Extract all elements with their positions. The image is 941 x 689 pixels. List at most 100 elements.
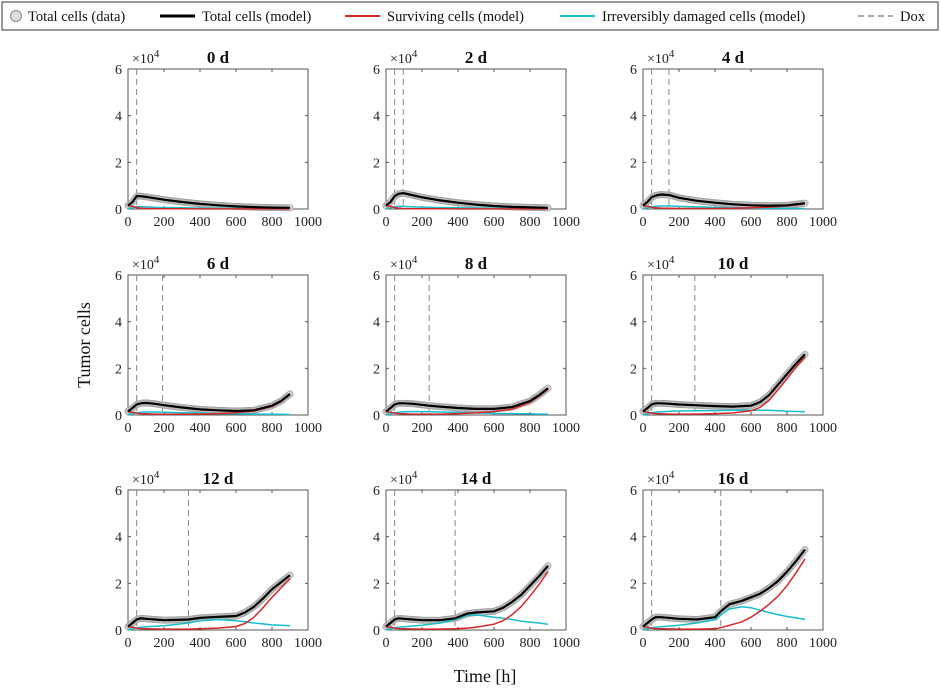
x-tick-label: 0: [383, 421, 390, 436]
y-tick-label: 0: [630, 624, 637, 639]
panel-frame: [385, 489, 567, 631]
y-tick-label: 0: [373, 203, 380, 218]
x-tick-label: 800: [262, 421, 283, 436]
x-tick-label: 1000: [552, 636, 580, 651]
x-tick-label: 800: [262, 636, 283, 651]
x-tick-label: 800: [520, 636, 541, 651]
damaged-line: [642, 605, 806, 631]
x-tick-label: 1000: [809, 636, 837, 651]
legend-label-total: Total cells (model): [202, 9, 311, 25]
y-tick-label: 4: [373, 531, 380, 546]
surviving-line: [127, 578, 291, 630]
y-scale-label: ×104: [647, 469, 675, 488]
legend: Total cells (data) Total cells (model) S…: [1, 1, 939, 31]
panel-2: 0 200 400 600 800 1000 0 2 4 6 ×104 4 d: [630, 48, 837, 230]
x-tick-label: 800: [520, 421, 541, 436]
x-tick-label: 400: [190, 636, 211, 651]
x-tick-label: 0: [125, 215, 132, 230]
panel-title: 12 d: [203, 469, 234, 488]
x-tick-label: 200: [669, 636, 690, 651]
y-tick-label: 4: [630, 531, 637, 546]
x-tick-label: 1000: [809, 421, 837, 436]
panel-frame: [127, 68, 309, 210]
y-tick-label: 0: [115, 203, 122, 218]
total-line: [127, 195, 291, 209]
y-tick-label: 2: [373, 577, 380, 592]
x-tick-label: 800: [777, 215, 798, 230]
x-tick-label: 200: [412, 636, 433, 651]
x-tick-label: 0: [125, 636, 132, 651]
total-line: [385, 387, 549, 413]
x-tick-label: 400: [448, 636, 469, 651]
panel-frame: [127, 274, 309, 416]
x-tick-label: 200: [669, 215, 690, 230]
x-tick-label: 0: [125, 421, 132, 436]
x-tick-label: 200: [154, 421, 175, 436]
damaged-line: [642, 205, 806, 210]
y-tick-label: 0: [630, 409, 637, 424]
damaged-line: [642, 409, 806, 416]
panel-8: 0 200 400 600 800 1000 0 2 4 6 ×104 16 d: [630, 469, 837, 651]
y-tick-label: 4: [630, 110, 637, 125]
panel-title: 8 d: [465, 254, 488, 273]
x-tick-label: 0: [640, 421, 647, 436]
x-tick-label: 200: [154, 215, 175, 230]
y-tick-label: 6: [630, 269, 637, 284]
y-tick-label: 2: [115, 156, 122, 171]
y-axis-label: Tumor cells: [74, 302, 94, 388]
x-tick-label: 200: [154, 636, 175, 651]
damaged-line: [385, 614, 549, 631]
panel-0: 0 200 400 600 800 1000 0 2 4 6 ×104 0 d: [115, 48, 322, 230]
x-tick-label: 600: [226, 636, 247, 651]
x-tick-label: 600: [484, 215, 505, 230]
panel-1: 0 200 400 600 800 1000 0 2 4 6 ×104 2 d: [373, 48, 580, 230]
y-tick-label: 2: [115, 362, 122, 377]
y-tick-label: 0: [373, 624, 380, 639]
surviving-line: [642, 203, 806, 210]
panel-frame: [127, 489, 309, 631]
y-tick-label: 6: [373, 484, 380, 499]
x-tick-label: 800: [777, 421, 798, 436]
x-tick-label: 400: [448, 421, 469, 436]
y-tick-label: 6: [630, 63, 637, 78]
x-tick-label: 600: [741, 421, 762, 436]
y-scale-label: ×104: [132, 48, 160, 67]
x-tick-label: 0: [383, 636, 390, 651]
total-line: [642, 353, 806, 413]
y-scale-label: ×104: [647, 48, 675, 67]
panel-title: 16 d: [718, 469, 749, 488]
x-tick-label: 1000: [552, 215, 580, 230]
y-tick-label: 2: [373, 156, 380, 171]
panel-6: 0 200 400 600 800 1000 0 2 4 6 ×104 12 d: [115, 469, 322, 651]
total-line: [642, 193, 806, 207]
x-tick-label: 400: [705, 215, 726, 230]
x-axis-label: Time [h]: [454, 666, 517, 686]
panel-title: 0 d: [207, 48, 230, 67]
y-scale-label: ×104: [390, 469, 418, 488]
x-tick-label: 200: [412, 421, 433, 436]
panel-frame: [385, 68, 567, 210]
x-tick-label: 600: [484, 636, 505, 651]
x-tick-label: 1000: [294, 636, 322, 651]
x-tick-label: 1000: [294, 421, 322, 436]
legend-data-marker: [10, 10, 22, 22]
panel-title: 10 d: [718, 254, 749, 273]
y-tick-label: 4: [373, 110, 380, 125]
y-scale-label: ×104: [132, 469, 160, 488]
y-scale-label: ×104: [390, 48, 418, 67]
x-tick-label: 0: [383, 215, 390, 230]
x-tick-label: 800: [262, 215, 283, 230]
x-tick-label: 800: [777, 636, 798, 651]
y-tick-label: 0: [115, 409, 122, 424]
y-tick-label: 2: [373, 362, 380, 377]
x-tick-label: 0: [640, 215, 647, 230]
y-tick-label: 4: [630, 316, 637, 331]
panel-title: 4 d: [722, 48, 745, 67]
total-line: [385, 191, 549, 209]
x-tick-label: 400: [190, 215, 211, 230]
surviving-line: [127, 204, 290, 210]
x-tick-label: 400: [705, 421, 726, 436]
total-line: [127, 574, 291, 628]
